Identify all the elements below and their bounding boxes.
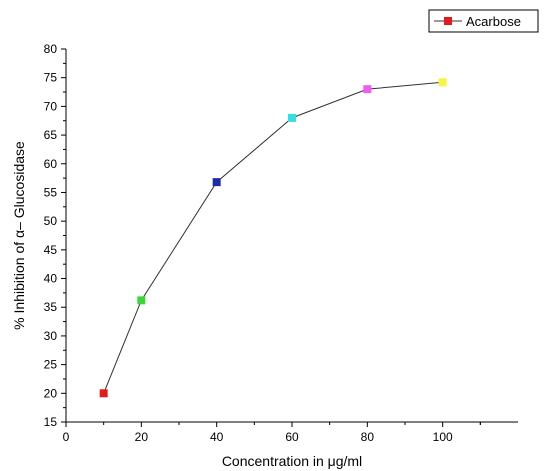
series-acarbose-line — [103, 81, 443, 394]
x-tick-label: 100 — [433, 430, 453, 444]
y-tick-label: 20 — [44, 386, 58, 400]
axes — [65, 49, 518, 423]
data-point — [363, 85, 372, 94]
y-tick-label: 80 — [44, 42, 58, 56]
x-tick-label: 20 — [135, 430, 149, 444]
y-tick-label: 35 — [44, 300, 58, 314]
x-tick-label: 80 — [361, 430, 375, 444]
data-point — [137, 296, 146, 305]
y-axis-ticks: 15 20 25 30 35 40 45 50 55 60 65 70 75 80 — [44, 42, 66, 429]
y-axis-title: % Inhibition of α– Glucosidase — [11, 141, 27, 330]
x-tick-label: 0 — [63, 430, 70, 444]
x-tick-label: 60 — [285, 430, 299, 444]
y-tick-label: 45 — [44, 243, 58, 257]
data-point — [212, 178, 221, 187]
y-tick-label: 75 — [44, 71, 58, 85]
y-tick-label: 55 — [44, 185, 58, 199]
x-axis-title: Concentration in μg/ml — [222, 453, 362, 469]
legend: Acarbose — [428, 9, 539, 33]
y-tick-label: 30 — [44, 329, 58, 343]
y-tick-label: 40 — [44, 272, 58, 286]
y-tick-label: 50 — [44, 214, 58, 228]
y-tick-label: 60 — [44, 157, 58, 171]
data-point — [438, 78, 447, 87]
y-tick-label: 65 — [44, 128, 58, 142]
series-line — [103, 81, 443, 394]
y-tick-label: 25 — [44, 358, 58, 372]
data-point — [288, 113, 296, 122]
legend-box — [428, 9, 539, 33]
data-point — [99, 389, 108, 398]
x-tick-label: 40 — [210, 430, 224, 444]
y-tick-label: 70 — [44, 99, 58, 113]
y-tick-label: 15 — [44, 415, 58, 429]
series-acarbose-points — [99, 78, 447, 398]
legend-marker — [444, 17, 452, 25]
legend-label-acarbose: Acarbose — [466, 14, 521, 29]
x-axis-ticks: 0 20 40 60 80 100 — [63, 422, 481, 444]
